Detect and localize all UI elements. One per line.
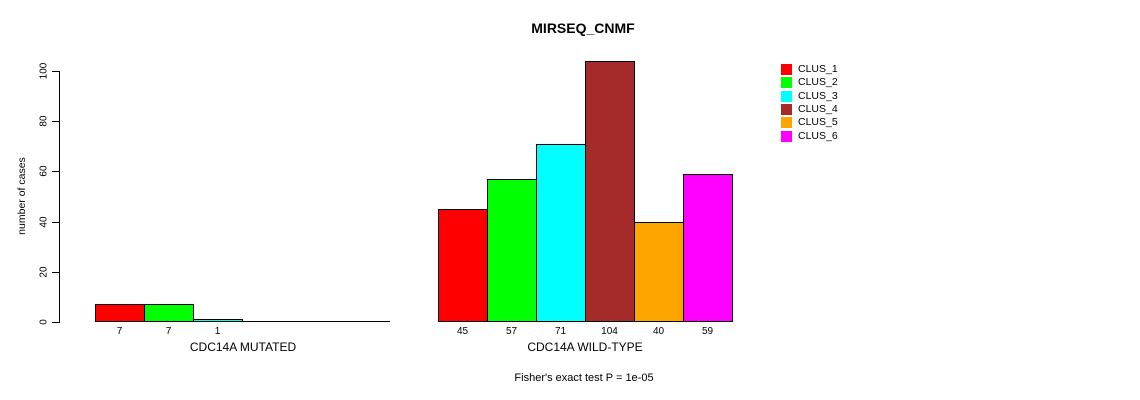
zero-height-bar [291, 321, 341, 322]
x-group-label-mutated: CDC14A MUTATED [189, 340, 297, 354]
legend-swatch-clus_4 [781, 104, 792, 115]
y-tick-label: 0 [38, 319, 50, 325]
y-tick [52, 171, 59, 172]
chart-title: MIRSEQ_CNMF [531, 20, 635, 36]
legend-swatch-clus_1 [781, 64, 792, 75]
bar-value-label: 71 [554, 326, 567, 337]
bar-value-label: 104 [601, 326, 618, 337]
bar-value-label: 7 [165, 326, 172, 337]
y-tick [52, 71, 59, 72]
bar-value-label: 45 [456, 326, 469, 337]
fisher-test-annotation: Fisher's exact test P = 1e-05 [514, 372, 654, 384]
bar-clus_6 [683, 174, 733, 322]
zero-height-bar [340, 321, 390, 322]
y-tick [52, 272, 59, 273]
y-tick [52, 121, 59, 122]
bar-clus_5 [634, 222, 684, 322]
legend-label-clus_6: CLUS_6 [798, 130, 838, 142]
y-tick-label: 40 [38, 216, 50, 228]
y-tick [52, 322, 59, 323]
y-tick-label: 100 [38, 62, 50, 80]
bar-value-label: 40 [652, 326, 665, 337]
legend-label-clus_1: CLUS_1 [798, 63, 838, 75]
legend-swatch-clus_6 [781, 131, 792, 142]
y-tick-label: 60 [38, 165, 50, 177]
bar-clus_1 [95, 304, 145, 322]
y-tick [52, 222, 59, 223]
legend-label-clus_2: CLUS_2 [798, 76, 838, 88]
bar-clus_2 [144, 304, 194, 322]
legend-swatch-clus_3 [781, 91, 792, 102]
bar-clus_3 [193, 319, 243, 322]
bar-clus_1 [438, 209, 488, 322]
bar-value-label: 1 [214, 326, 221, 337]
legend-label-clus_4: CLUS_4 [798, 103, 838, 115]
bar-clus_2 [487, 179, 537, 322]
legend-label-clus_5: CLUS_5 [798, 116, 838, 128]
bar-value-label: 59 [701, 326, 714, 337]
bar-value-label: 57 [505, 326, 518, 337]
x-group-label-wildtype: CDC14A WILD-TYPE [527, 340, 643, 354]
zero-height-bar [242, 321, 292, 322]
legend-label-clus_3: CLUS_3 [798, 90, 838, 102]
bar-clus_3 [536, 144, 586, 322]
legend-swatch-clus_2 [781, 77, 792, 88]
y-axis-line [59, 71, 60, 323]
y-axis-title: number of cases [16, 157, 28, 235]
bar-value-label: 7 [116, 326, 123, 337]
y-tick-label: 80 [38, 115, 50, 127]
legend-swatch-clus_5 [781, 117, 792, 128]
bar-clus_4 [585, 61, 635, 322]
y-tick-label: 20 [38, 266, 50, 278]
